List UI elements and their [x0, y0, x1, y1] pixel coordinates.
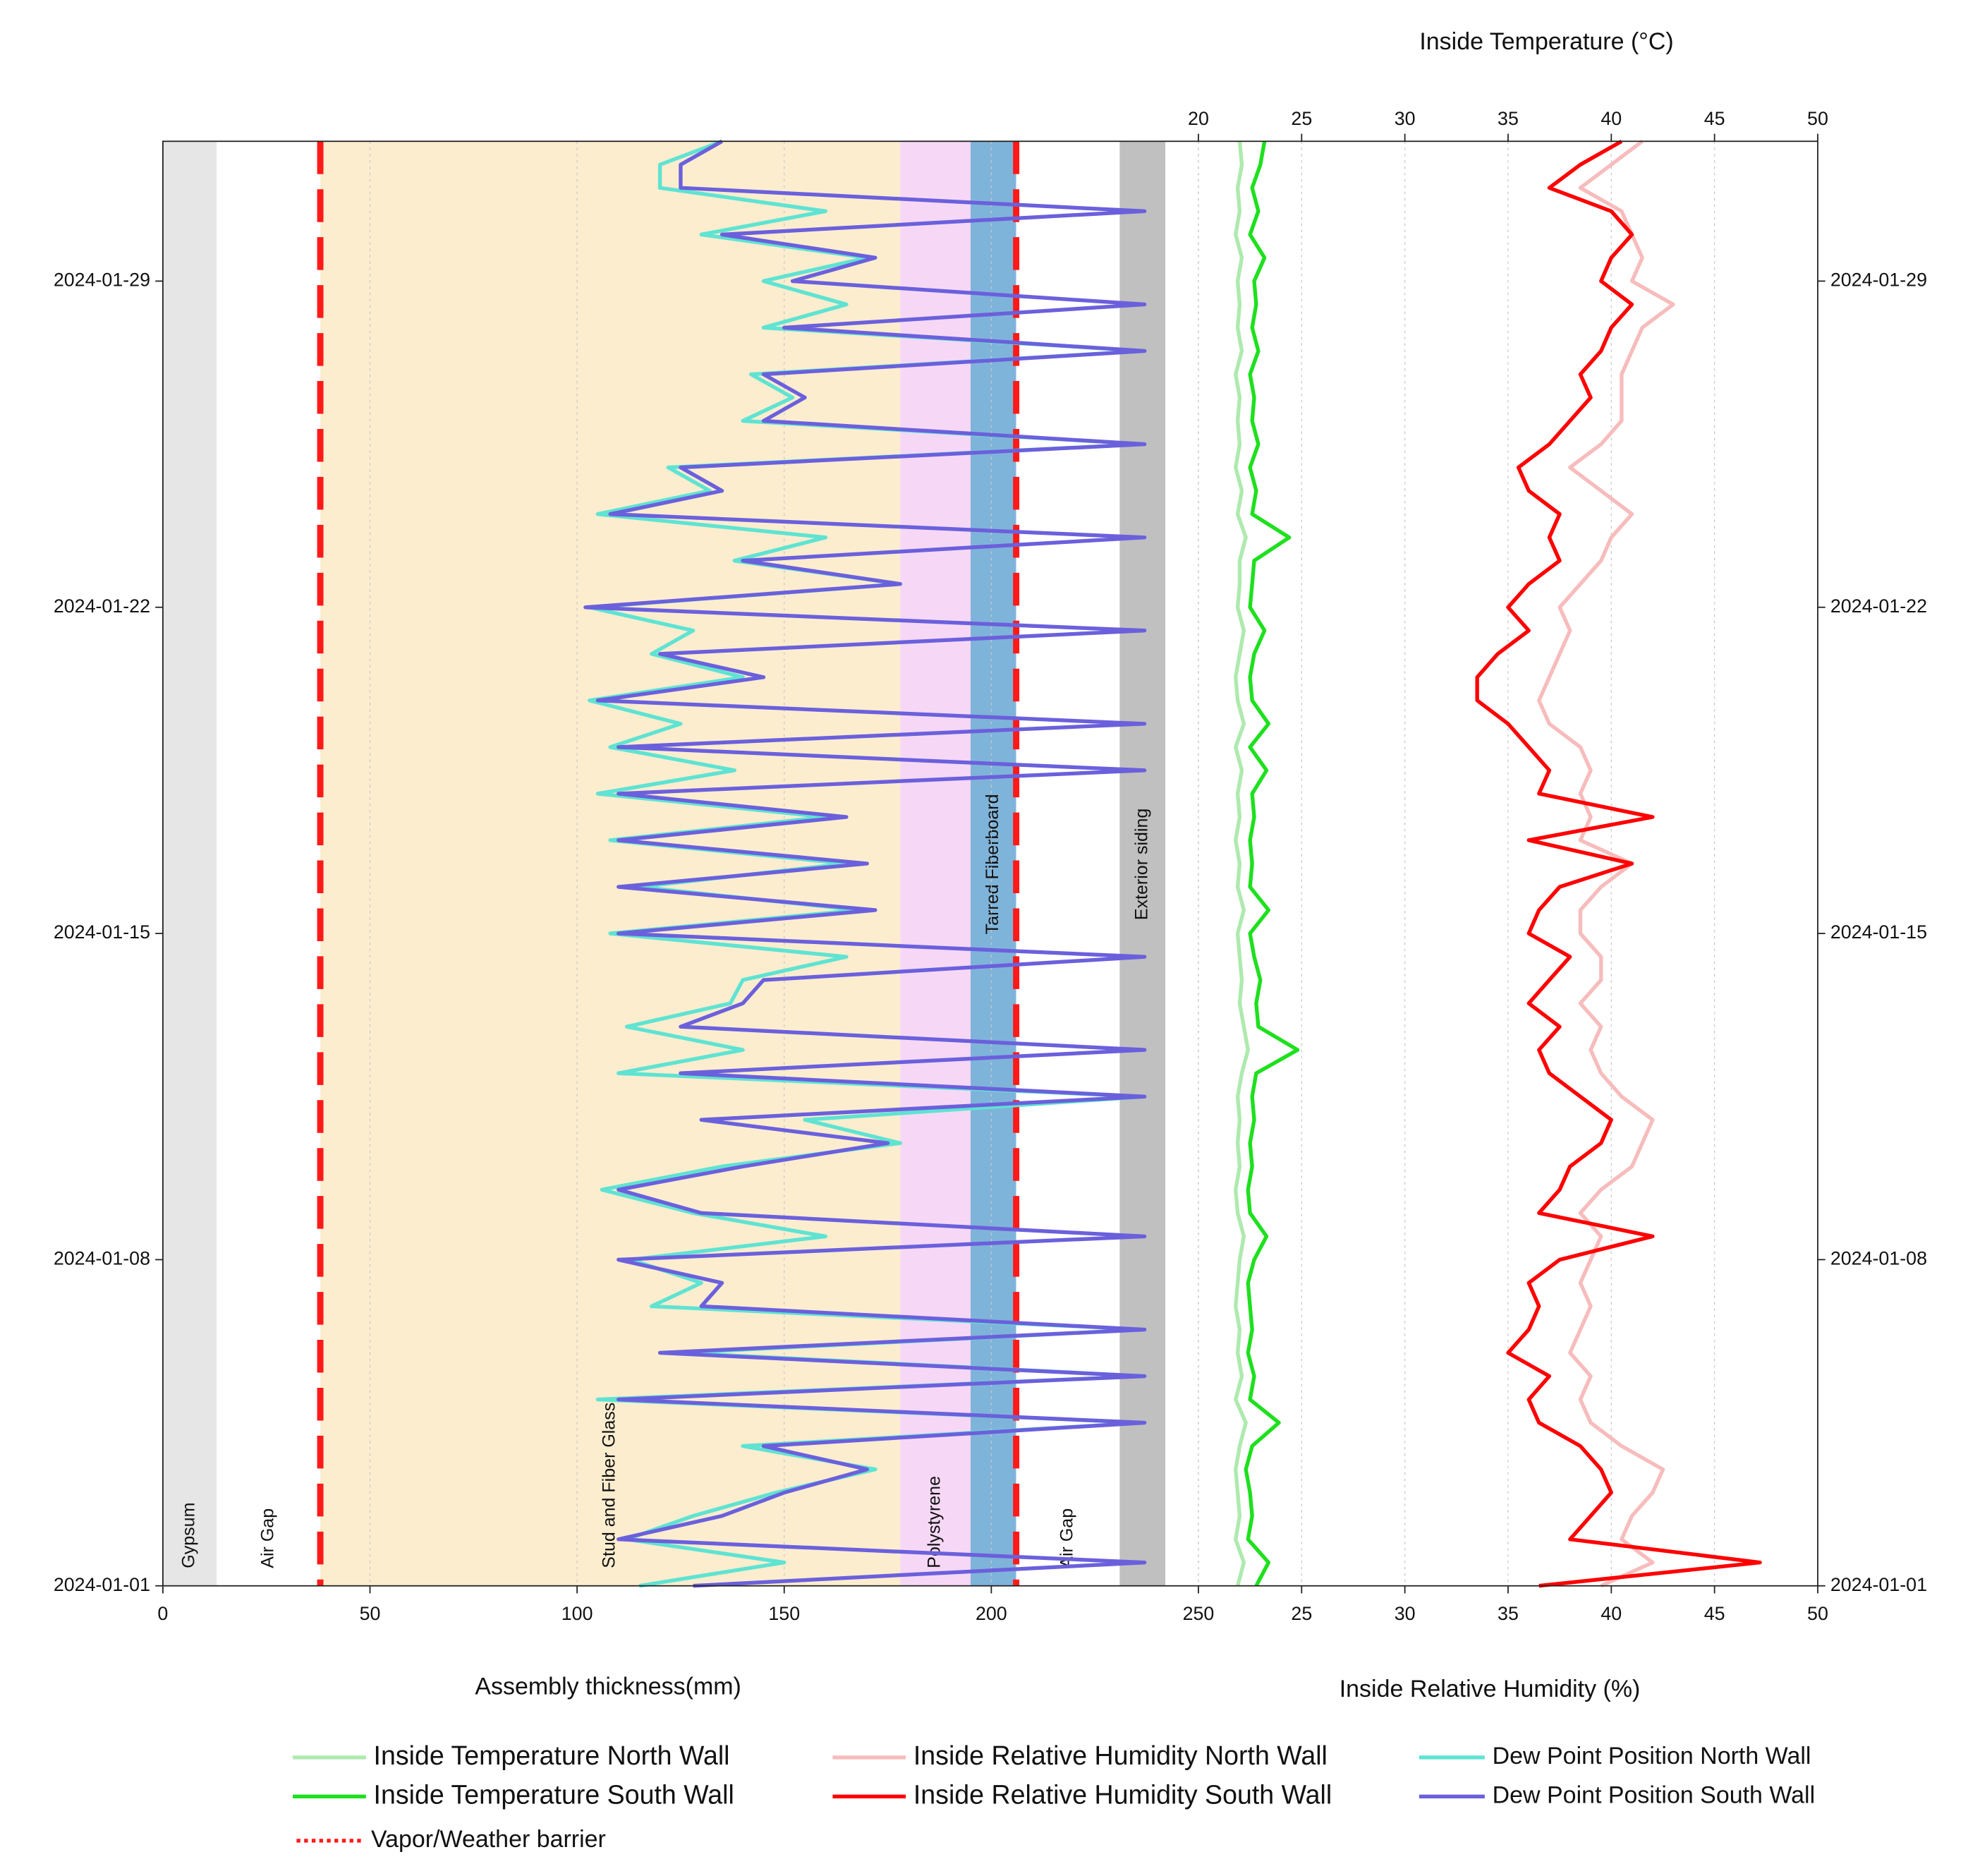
- legend-label: Dew Point Position South Wall: [1493, 1781, 1816, 1808]
- y2-tick-label: 2024-01-01: [1830, 1574, 1927, 1595]
- layer-label: Air Gap: [257, 1508, 277, 1568]
- x-tick-label: 150: [768, 1603, 800, 1624]
- x2-tick-label: 50: [1807, 1603, 1828, 1624]
- x2-top-tick-label: 50: [1807, 108, 1828, 129]
- legend-label: Inside Temperature South Wall: [374, 1779, 734, 1809]
- top-axis-title: Inside Temperature (°C): [1419, 28, 1673, 55]
- layer-band: [971, 141, 1016, 1586]
- x2-top-tick-label: 30: [1395, 108, 1416, 129]
- legend-label: Inside Relative Humidity North Wall: [913, 1741, 1328, 1770]
- layer-band: [900, 141, 971, 1586]
- x2-tick-label: 40: [1600, 1603, 1622, 1624]
- y-tick-label: 2024-01-08: [54, 1247, 150, 1269]
- x2-top-tick-label: 45: [1704, 108, 1725, 129]
- series-line: [583, 139, 1147, 1588]
- x-tick-label: 200: [976, 1603, 1007, 1624]
- x2-tick-label: 25: [1291, 1603, 1312, 1624]
- plot-frame: [162, 140, 1818, 1587]
- legend-label: Inside Relative Humidity South Wall: [913, 1779, 1332, 1809]
- layer-band: [162, 141, 217, 1586]
- x-axis-title: Assembly thickness(mm): [475, 1674, 741, 1700]
- layer-band: [217, 141, 321, 1586]
- legend-label: Vapor/Weather barrier: [371, 1826, 606, 1853]
- y-tick-label: 2024-01-01: [54, 1574, 150, 1595]
- x2-axis-title: Inside Relative Humidity (%): [1340, 1676, 1641, 1702]
- legend-label: Inside Temperature North Wall: [374, 1741, 730, 1770]
- layer-label: Stud and Fiber Glass: [600, 1403, 619, 1568]
- x2-top-tick-label: 25: [1291, 108, 1312, 129]
- legend-label: Dew Point Position North Wall: [1493, 1743, 1811, 1769]
- series-line: [1244, 140, 1300, 1587]
- layer-band: [1119, 141, 1166, 1586]
- x2-tick-label: 35: [1498, 1603, 1519, 1624]
- layer-label: Gypsum: [179, 1503, 199, 1568]
- y2-tick-label: 2024-01-15: [1830, 921, 1927, 943]
- x2-tick-label: 30: [1395, 1603, 1416, 1624]
- layer-label: Exterior siding: [1131, 809, 1151, 921]
- y-tick-label: 2024-01-29: [54, 269, 150, 290]
- y2-tick-label: 2024-01-22: [1830, 595, 1927, 617]
- series-line: [1537, 140, 1675, 1588]
- x-tick-label: 0: [157, 1603, 168, 1624]
- y-tick-label: 2024-01-15: [54, 921, 150, 943]
- series-line: [1234, 141, 1250, 1587]
- layer-label: Tarred Fiberboard: [983, 794, 1002, 934]
- x2-top-tick-label: 20: [1188, 108, 1209, 129]
- x-tick-label: 250: [1183, 1603, 1215, 1624]
- x-tick-label: 100: [561, 1603, 593, 1624]
- y-tick-label: 2024-01-22: [54, 595, 150, 617]
- x2-top-tick-label: 40: [1600, 108, 1622, 129]
- y2-tick-label: 2024-01-08: [1830, 1247, 1927, 1269]
- x2-top-tick-label: 35: [1498, 108, 1519, 129]
- series-line: [1475, 139, 1762, 1588]
- layer-band: [320, 141, 901, 1586]
- layer-band: [1016, 141, 1120, 1586]
- x-tick-label: 50: [360, 1603, 381, 1624]
- x2-tick-label: 45: [1704, 1603, 1725, 1624]
- y2-tick-label: 2024-01-29: [1830, 269, 1927, 290]
